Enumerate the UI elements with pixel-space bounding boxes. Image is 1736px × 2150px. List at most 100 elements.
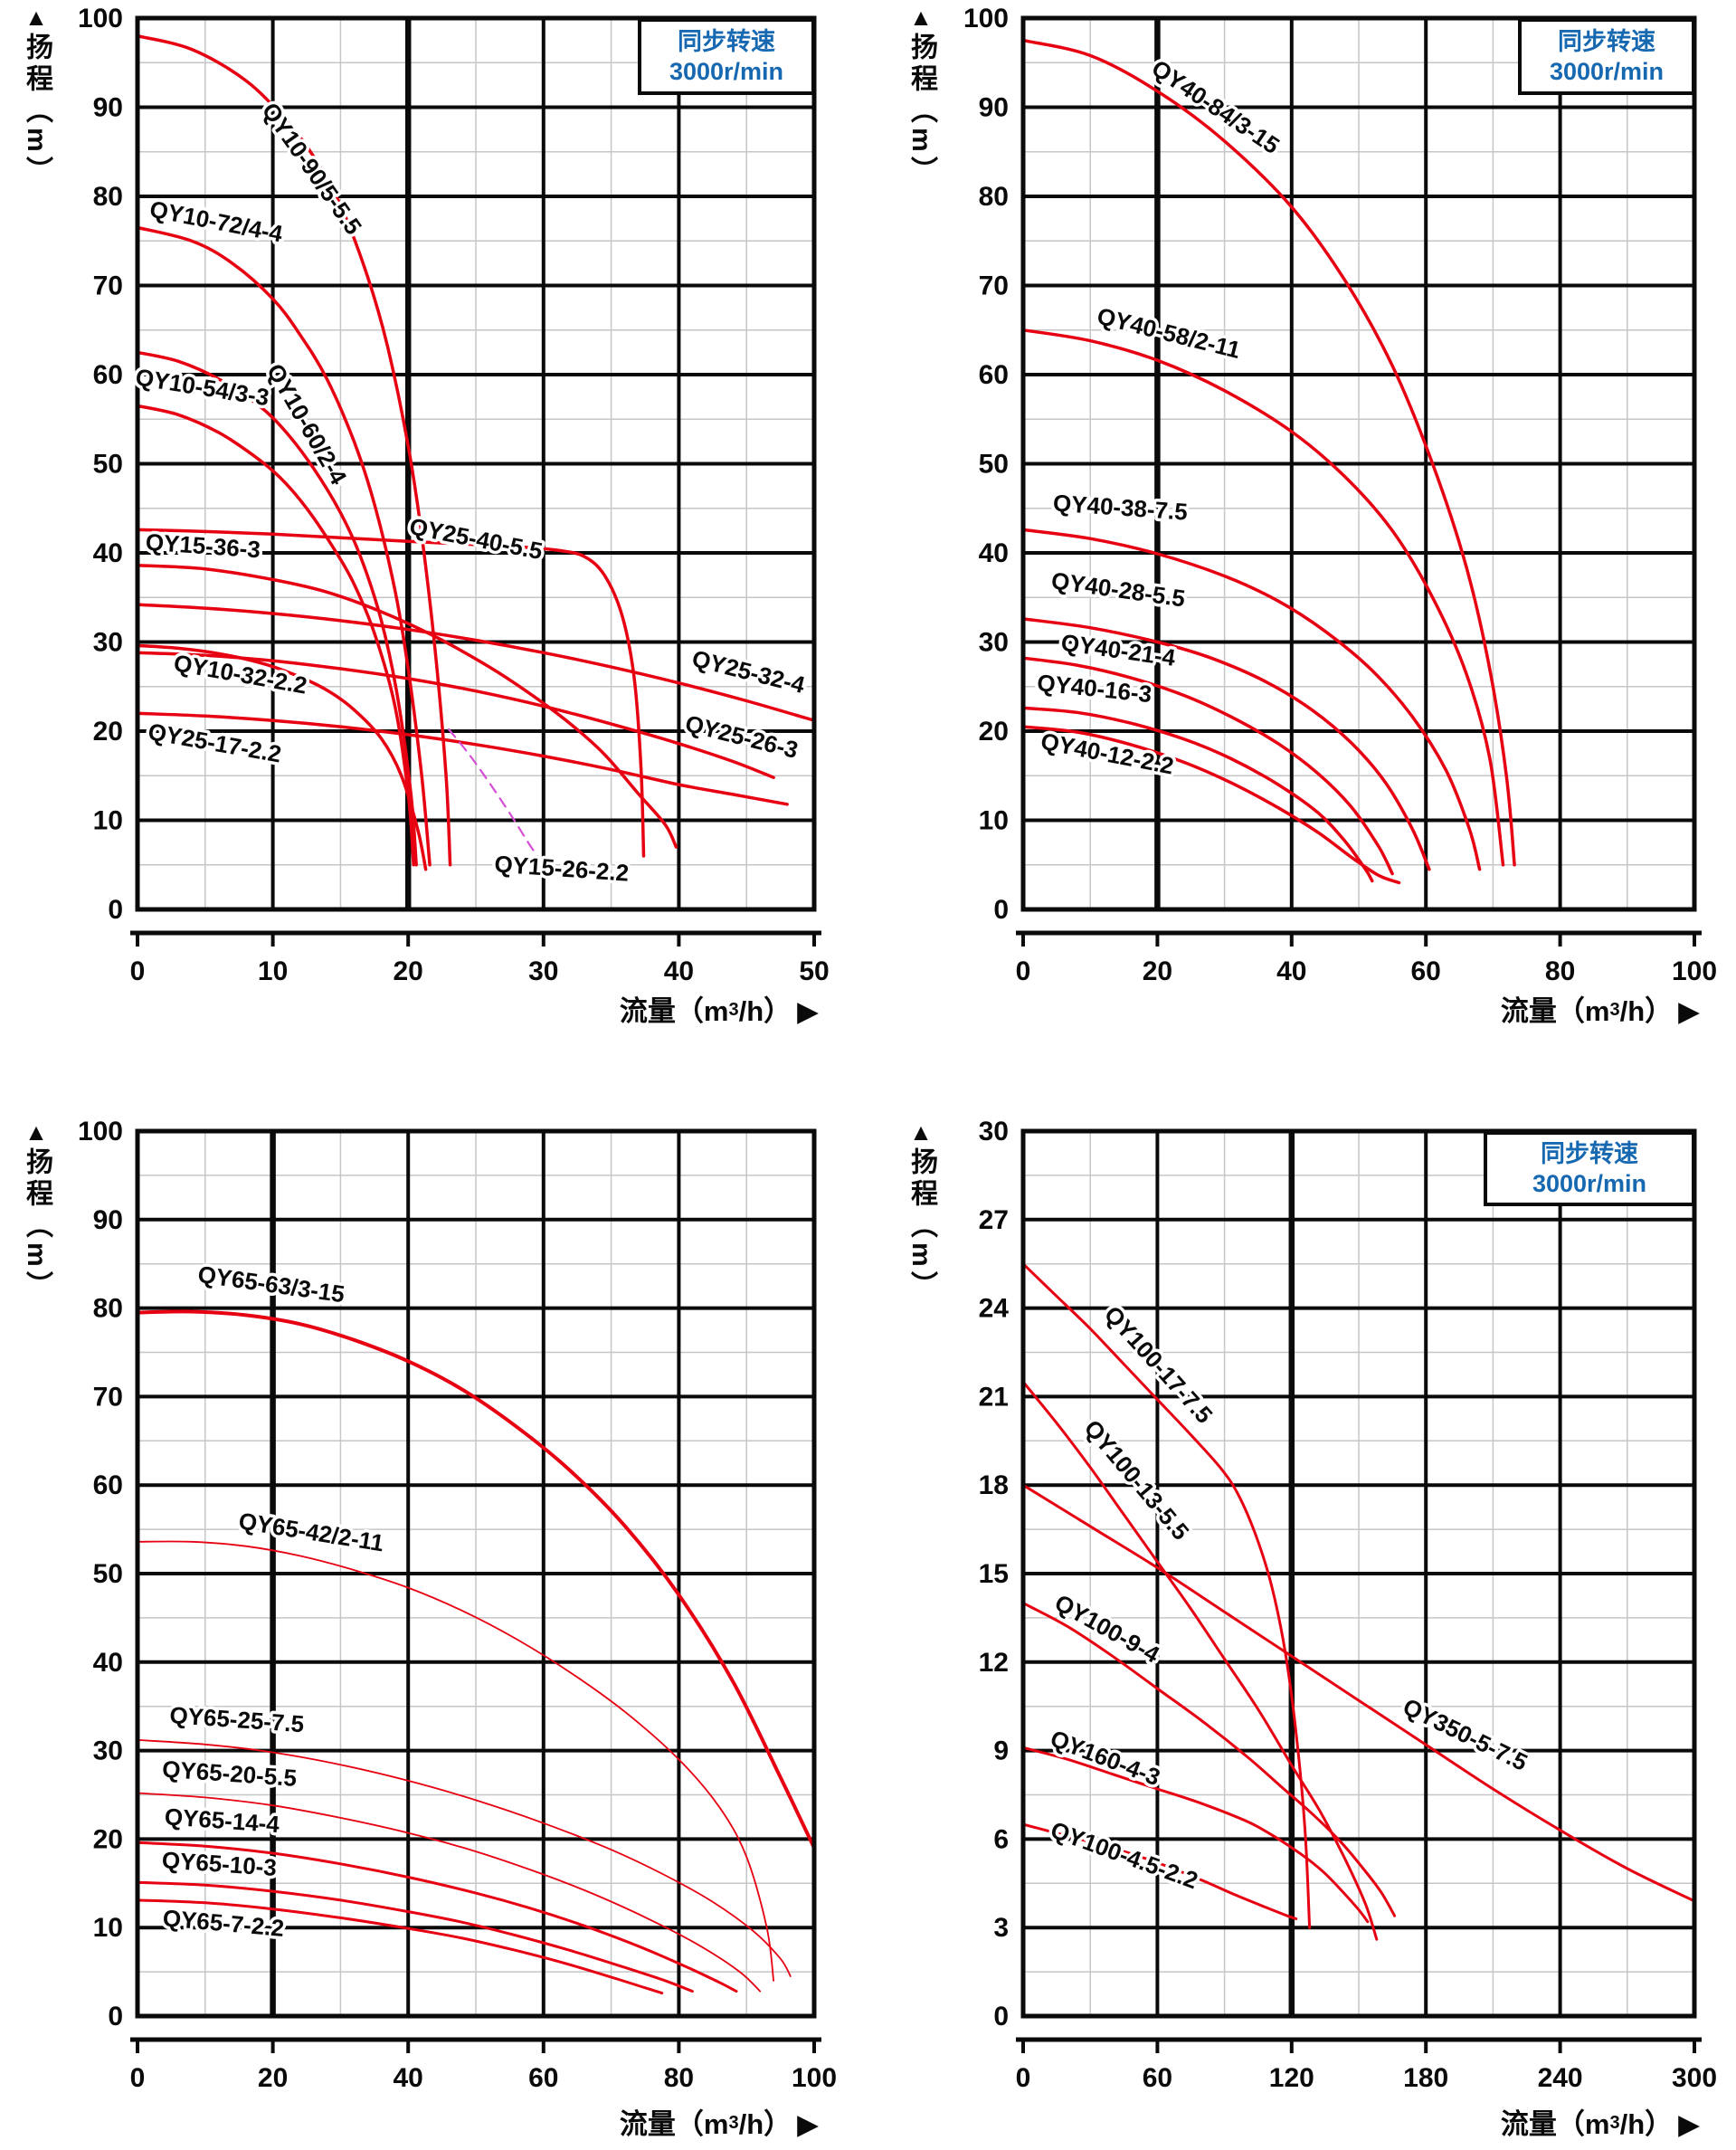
svg-text:QY160-4-3: QY160-4-3 <box>1047 1725 1163 1792</box>
svg-text:15: 15 <box>979 1559 1009 1589</box>
x-axis-label-pre: 流量（m <box>619 2108 729 2140</box>
svg-text:QY65-25-7.5: QY65-25-7.5 <box>169 1701 306 1737</box>
svg-text:QY40-58/2-11: QY40-58/2-11 <box>1095 302 1243 364</box>
svg-text:50: 50 <box>93 450 123 480</box>
x-axis-title: 流量（m3/h） ▶ <box>620 2101 819 2142</box>
x-axis-label-sup: 3 <box>1609 2113 1620 2133</box>
svg-text:27: 27 <box>979 1205 1009 1235</box>
x-axis-arrow-icon: ▶ <box>1678 995 1700 1027</box>
svg-text:18: 18 <box>979 1470 1009 1500</box>
sync-speed-line1: 同步转速 <box>678 27 775 55</box>
x-axis-label-pre: 流量（m <box>619 995 729 1027</box>
svg-text:QY25-17-2.2: QY25-17-2.2 <box>146 718 283 767</box>
sync-speed-line2: 3000r/min <box>1549 57 1665 85</box>
sync-speed-box: 同步转速 3000r/min <box>1518 18 1695 95</box>
svg-text:0: 0 <box>130 956 146 986</box>
y-axis-label: 扬程（m） <box>22 1147 52 1303</box>
svg-text:QY15-26-2.2: QY15-26-2.2 <box>494 850 631 886</box>
svg-text:3: 3 <box>993 1913 1009 1943</box>
svg-text:QY10-32-2.2: QY10-32-2.2 <box>172 649 309 699</box>
sync-speed-line1: 同步转速 <box>1558 27 1655 55</box>
svg-text:100: 100 <box>792 2063 837 2093</box>
y-axis-title: ▲ 扬程（m） <box>13 4 60 188</box>
svg-text:20: 20 <box>979 717 1009 747</box>
svg-text:70: 70 <box>979 271 1009 301</box>
x-axis-label-pre: 流量（m <box>1500 2108 1610 2140</box>
svg-text:QY100-17-7.5: QY100-17-7.5 <box>1099 1300 1219 1428</box>
svg-text:90: 90 <box>93 93 123 123</box>
svg-text:30: 30 <box>979 1118 1009 1146</box>
svg-text:10: 10 <box>93 1913 123 1943</box>
x-axis-arrow-icon: ▶ <box>797 2108 819 2140</box>
x-axis-label-sup: 3 <box>1609 1000 1620 1020</box>
svg-text:QY40-84/3-15: QY40-84/3-15 <box>1147 54 1285 159</box>
svg-text:QY10-54/3-3: QY10-54/3-3 <box>134 363 271 411</box>
x-axis-label-sup: 3 <box>728 1000 739 1020</box>
sync-speed-box: 同步转速 3000r/min <box>1484 1131 1695 1206</box>
svg-text:60: 60 <box>1411 956 1441 986</box>
svg-text:20: 20 <box>258 2063 288 2093</box>
svg-text:40: 40 <box>93 538 123 568</box>
svg-text:60: 60 <box>528 2063 558 2093</box>
svg-text:180: 180 <box>1403 2063 1448 2093</box>
x-axis-arrow-icon: ▶ <box>797 995 819 1027</box>
svg-text:240: 240 <box>1538 2063 1583 2093</box>
svg-text:QY40-21-4: QY40-21-4 <box>1059 629 1178 671</box>
svg-text:90: 90 <box>979 93 1009 123</box>
y-axis-arrow-icon: ▲ <box>24 4 48 31</box>
svg-text:70: 70 <box>93 271 123 301</box>
svg-text:QY15-36-3: QY15-36-3 <box>145 528 261 564</box>
svg-text:QY65-42/2-11: QY65-42/2-11 <box>237 1507 386 1556</box>
svg-text:9: 9 <box>993 1736 1009 1766</box>
x-axis-label-post: /h） <box>738 995 792 1027</box>
sync-speed-line1: 同步转速 <box>1541 1139 1638 1167</box>
svg-text:QY10-72/4-4: QY10-72/4-4 <box>147 195 285 248</box>
svg-text:0: 0 <box>130 2063 146 2093</box>
x-axis-label-post: /h） <box>1619 995 1674 1027</box>
svg-text:80: 80 <box>93 182 123 212</box>
svg-text:20: 20 <box>394 956 423 986</box>
svg-text:QY40-28-5.5: QY40-28-5.5 <box>1049 566 1187 612</box>
plot-area: QY10-90/5-5.5QY10-72/4-4QY10-60/2-4QY10-… <box>78 5 830 986</box>
x-axis-title: 流量（m3/h） ▶ <box>1501 988 1700 1029</box>
svg-text:60: 60 <box>1143 2063 1172 2093</box>
svg-text:20: 20 <box>93 1824 123 1854</box>
svg-text:QY65-14-4: QY65-14-4 <box>164 1803 281 1838</box>
y-axis-arrow-icon: ▲ <box>909 4 933 31</box>
svg-text:50: 50 <box>799 956 829 986</box>
svg-text:0: 0 <box>993 895 1009 925</box>
x-axis-label-pre: 流量（m <box>1500 995 1610 1027</box>
svg-text:0: 0 <box>993 2002 1009 2031</box>
svg-text:QY10-60/2-4: QY10-60/2-4 <box>261 359 353 490</box>
svg-text:120: 120 <box>1269 2063 1314 2093</box>
svg-text:30: 30 <box>528 956 558 986</box>
svg-text:40: 40 <box>664 956 694 986</box>
svg-text:30: 30 <box>93 1736 123 1766</box>
x-axis-title: 流量（m3/h） ▶ <box>620 988 819 1029</box>
svg-text:QY40-12-2.2: QY40-12-2.2 <box>1039 728 1176 780</box>
y-axis-title: ▲ 扬程（m） <box>897 4 944 188</box>
svg-text:60: 60 <box>979 360 1009 390</box>
svg-text:40: 40 <box>979 538 1009 568</box>
plot-area: QY65-63/3-15 QY65-42/2-11 QY65-25-7.5 QY65-… <box>78 1118 837 2093</box>
y-axis-label: 扬程（m） <box>906 33 936 188</box>
svg-text:QY65-7-2.2: QY65-7-2.2 <box>162 1904 286 1942</box>
x-axis-title: 流量（m3/h） ▶ <box>1501 2101 1700 2142</box>
svg-text:20: 20 <box>1143 956 1172 986</box>
svg-text:90: 90 <box>93 1205 123 1235</box>
plot-area: QY40-84/3-15 QY40-58/2-11 QY40-38-7.5 QY40-… <box>963 5 1717 986</box>
svg-text:40: 40 <box>93 1648 123 1678</box>
svg-text:QY25-26-3: QY25-26-3 <box>683 709 802 764</box>
sync-speed-line2: 3000r/min <box>1532 1169 1647 1197</box>
svg-text:0: 0 <box>1016 956 1031 986</box>
y-axis-arrow-icon: ▲ <box>24 1118 48 1146</box>
svg-text:30: 30 <box>93 628 123 658</box>
svg-text:6: 6 <box>993 1824 1009 1854</box>
svg-text:80: 80 <box>979 182 1009 212</box>
svg-text:30: 30 <box>979 628 1009 658</box>
svg-text:0: 0 <box>108 895 123 925</box>
svg-text:QY350-5-7.5: QY350-5-7.5 <box>1399 1693 1532 1776</box>
svg-text:QY25-40-5.5: QY25-40-5.5 <box>407 512 545 565</box>
